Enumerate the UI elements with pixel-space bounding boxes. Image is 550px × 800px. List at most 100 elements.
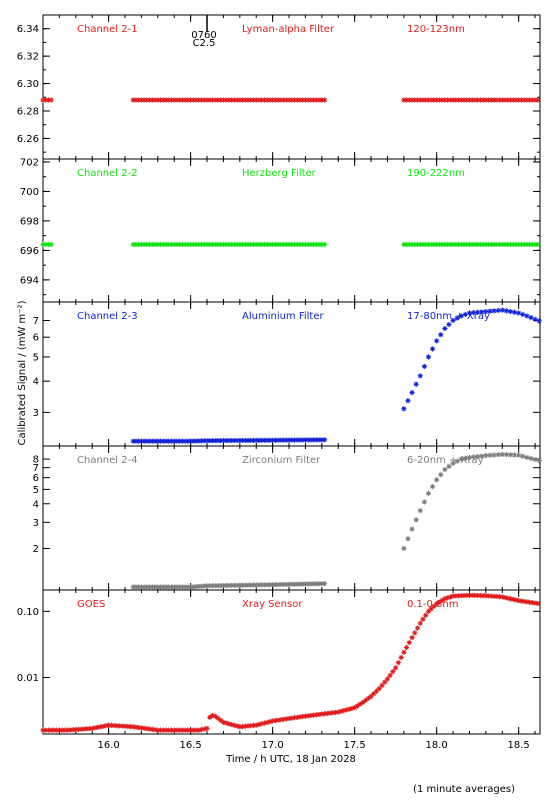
data-point xyxy=(472,241,478,248)
data-point xyxy=(45,97,52,103)
data-point xyxy=(73,726,79,733)
data-point xyxy=(503,452,509,458)
data-point xyxy=(65,727,71,733)
data-point xyxy=(283,716,289,722)
data-point xyxy=(458,456,464,462)
data-point xyxy=(155,97,161,103)
band-label: 17-80nm + Xray xyxy=(407,311,490,322)
data-point xyxy=(229,97,235,103)
data-point xyxy=(368,693,374,699)
data-point xyxy=(291,581,298,587)
data-point xyxy=(486,593,492,599)
data-point xyxy=(283,241,289,248)
channel-label: Channel 2-2 xyxy=(77,168,138,179)
data-point xyxy=(174,584,180,590)
data-point xyxy=(157,97,164,103)
data-point xyxy=(405,398,411,404)
data-point xyxy=(343,707,350,713)
data-point xyxy=(193,241,199,248)
data-point xyxy=(253,582,259,588)
data-point xyxy=(454,315,460,321)
data-point xyxy=(439,597,445,604)
data-point xyxy=(532,241,538,248)
data-point xyxy=(215,438,221,444)
data-point xyxy=(458,97,464,103)
data-point xyxy=(264,719,270,726)
data-point xyxy=(335,709,341,715)
data-point xyxy=(250,722,257,729)
data-point xyxy=(302,437,309,443)
data-point xyxy=(499,594,505,600)
data-point xyxy=(316,97,322,103)
data-point xyxy=(182,97,188,103)
data-point xyxy=(160,727,166,733)
data-point xyxy=(486,241,492,248)
data-point xyxy=(513,241,519,248)
data-point xyxy=(122,723,128,729)
data-point xyxy=(242,582,248,588)
data-point xyxy=(177,727,183,733)
data-point xyxy=(464,241,470,248)
data-point xyxy=(286,97,292,103)
data-point xyxy=(163,584,169,590)
data-point xyxy=(136,97,142,103)
data-point xyxy=(438,332,444,338)
data-point xyxy=(190,584,196,590)
data-point xyxy=(289,437,295,443)
data-point xyxy=(239,723,246,730)
data-point xyxy=(270,437,276,443)
data-point xyxy=(138,725,145,731)
data-point xyxy=(256,582,262,588)
data-point xyxy=(401,649,407,655)
data-point xyxy=(157,438,164,444)
data-point xyxy=(524,454,530,461)
data-point xyxy=(524,599,530,605)
data-point xyxy=(532,316,538,322)
data-point xyxy=(188,727,194,733)
data-point xyxy=(507,596,514,602)
data-point xyxy=(502,241,508,248)
y-tick-label: 4 xyxy=(33,377,39,388)
data-point xyxy=(300,581,306,587)
data-point xyxy=(204,725,210,732)
data-point xyxy=(215,583,221,589)
data-point xyxy=(147,726,153,732)
data-point xyxy=(193,97,199,103)
data-point xyxy=(294,437,300,443)
data-point xyxy=(488,97,494,103)
data-point xyxy=(412,630,418,636)
data-point xyxy=(141,725,147,731)
data-point xyxy=(398,654,404,661)
data-point xyxy=(464,97,470,103)
data-point xyxy=(48,97,54,103)
data-point xyxy=(283,581,289,588)
data-point xyxy=(495,452,501,458)
data-point xyxy=(149,241,155,248)
data-point xyxy=(155,438,161,444)
data-point xyxy=(289,97,295,103)
data-point xyxy=(470,310,477,316)
data-point xyxy=(409,526,415,532)
data-point xyxy=(234,437,240,444)
data-point xyxy=(510,596,516,603)
data-point xyxy=(308,581,314,587)
data-point xyxy=(502,97,508,103)
data-point xyxy=(302,241,309,248)
data-point xyxy=(152,241,158,248)
data-point xyxy=(220,582,227,589)
data-point xyxy=(491,593,497,599)
data-point xyxy=(62,727,68,733)
data-point xyxy=(516,241,522,248)
data-point xyxy=(413,517,419,523)
data-point xyxy=(237,582,243,588)
data-point xyxy=(475,592,481,599)
data-point xyxy=(442,466,448,473)
data-point xyxy=(174,727,180,733)
data-point xyxy=(237,724,243,730)
data-point xyxy=(218,438,224,444)
data-point xyxy=(499,241,505,248)
data-point xyxy=(414,625,421,631)
data-point xyxy=(141,97,147,103)
data-point xyxy=(327,710,333,716)
